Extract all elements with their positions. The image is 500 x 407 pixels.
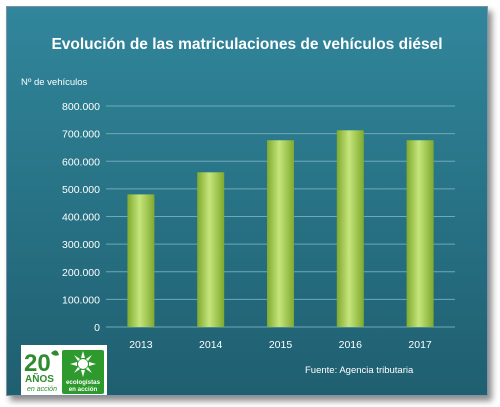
y-tick-label: 800.000 [62,101,100,113]
logo-years-word: AÑOS [25,372,54,385]
bar-2014 [197,172,225,327]
x-tick-label: 2013 [129,339,153,351]
bar-2015 [267,140,294,327]
y-tick-label: 700.000 [62,129,100,141]
organization-logo: 20 AÑOS en acción ecologistas en acción [21,345,107,395]
source-note: Fuente: Agencia tributaria [305,365,414,376]
y-tick-label: 0 [94,322,100,334]
chart-title: Evolución de las matriculaciones de vehí… [51,36,443,53]
sun-icon [70,351,96,377]
y-tick-label: 500.000 [62,184,100,196]
y-tick-label: 200.000 [62,267,100,279]
x-tick-label: 2017 [408,339,432,351]
leaf-icon [51,350,59,356]
y-tick-label: 300.000 [62,239,100,251]
bar-2017 [406,140,434,327]
x-tick-label: 2016 [339,339,363,351]
logo-years: 20 [24,350,51,377]
y-axis-label: Nº de vehículos [21,77,88,88]
y-tick-label: 600.000 [62,156,100,168]
bar-2016 [336,130,364,327]
chart-frame: 0 100.000 200.000 300.000 400.000 500.000 600.… [6,6,488,396]
bar-chart: 0 100.000 200.000 300.000 400.000 500.000 600.… [7,7,487,395]
y-tick-label: 400.000 [62,212,100,224]
x-tick-label: 2015 [269,339,293,351]
logo-tagline: en acción [27,386,57,393]
bar-2013 [127,194,155,327]
y-tick-label: 100.000 [62,294,100,306]
x-tick-label: 2014 [199,339,223,351]
logo-org-line2: en acción [69,386,98,393]
logo-org-line1: ecologistas [66,379,101,386]
